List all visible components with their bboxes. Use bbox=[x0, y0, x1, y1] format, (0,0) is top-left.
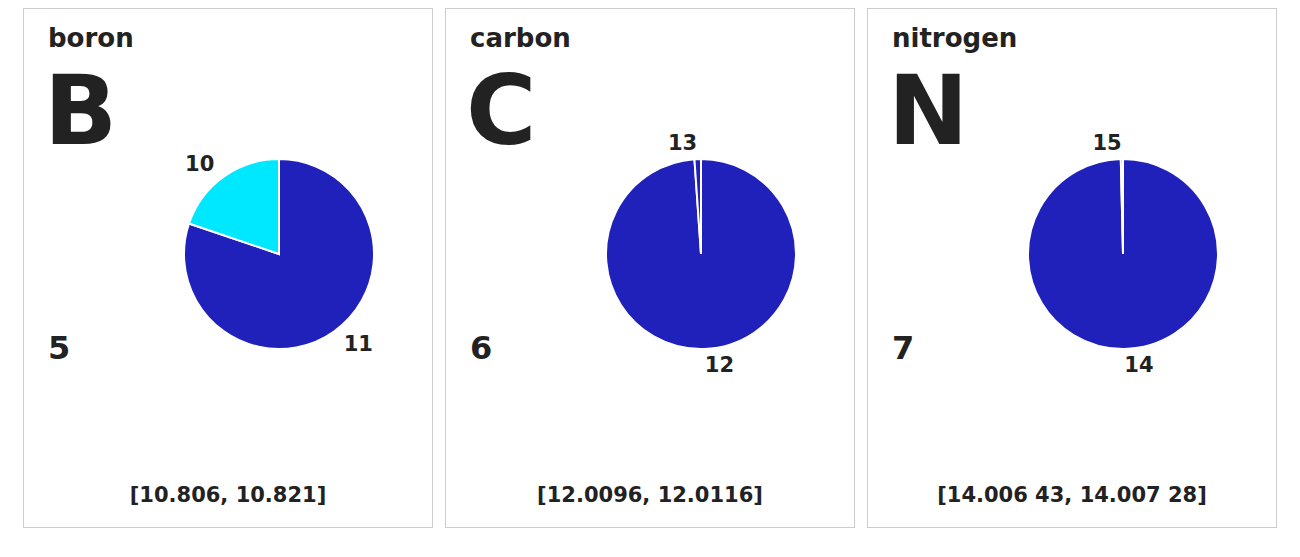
html-text:6: 6 bbox=[470, 329, 493, 367]
svg-text:15: 15 bbox=[1092, 131, 1121, 155]
svg-text:14: 14 bbox=[1124, 353, 1153, 377]
svg-text:11: 11 bbox=[344, 332, 373, 356]
html-text:[10.806, 10.821]: [10.806, 10.821] bbox=[129, 483, 327, 507]
svg-text:10: 10 bbox=[185, 152, 214, 176]
html-text:boron: boron bbox=[48, 23, 134, 53]
html-text:nitrogen: nitrogen bbox=[892, 23, 1018, 53]
html-text:[12.0096, 12.0116]: [12.0096, 12.0116] bbox=[537, 483, 763, 507]
html-text:5: 5 bbox=[48, 329, 71, 367]
html-text:[14.006 43, 14.007 28]: [14.006 43, 14.007 28] bbox=[937, 483, 1207, 507]
svg-text:13: 13 bbox=[668, 131, 697, 155]
html-text:N: N bbox=[888, 55, 969, 167]
html-text:B: B bbox=[44, 55, 118, 167]
svg-text:12: 12 bbox=[705, 353, 734, 377]
html-text:7: 7 bbox=[892, 329, 915, 367]
html-text:carbon: carbon bbox=[470, 23, 571, 53]
html-text:C: C bbox=[466, 55, 537, 167]
